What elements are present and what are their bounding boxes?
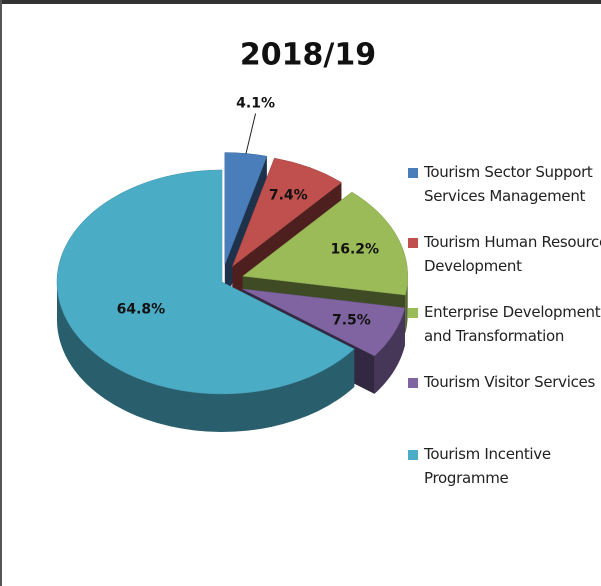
data-label: 16.2%: [330, 241, 379, 257]
pie-slice: [242, 288, 406, 357]
legend-item: Tourism Sector Support Services Manageme…: [408, 160, 601, 208]
legend-item: Tourism Incentive Programme: [408, 442, 601, 490]
pie-slice: [242, 191, 408, 296]
legend-item: Tourism Human Resource Development: [408, 230, 601, 278]
pie-wall: [374, 307, 405, 394]
left-border: [0, 0, 2, 586]
legend-item: Tourism Visitor Services: [408, 370, 601, 394]
leader-line: [245, 113, 257, 154]
pie-slice: [56, 169, 355, 395]
legend-item: Enterprise Development and Transformatio…: [408, 300, 601, 348]
legend-swatch: [408, 378, 418, 388]
pie-wall: [56, 282, 355, 432]
chart-title: 2018/19: [240, 38, 376, 73]
legend-label: Enterprise Development and Transformatio…: [424, 303, 601, 345]
pie-slice: [224, 152, 268, 265]
data-label: 4.1%: [236, 95, 275, 111]
legend-swatch: [408, 238, 418, 248]
legend-label: Tourism Human Resource Development: [424, 233, 601, 275]
top-border: [0, 0, 601, 4]
legend-swatch: [408, 168, 418, 178]
pie-slice: [231, 157, 342, 268]
legend-label: Tourism Sector Support Services Manageme…: [424, 163, 593, 205]
legend-swatch: [408, 308, 418, 318]
data-label: 64.8%: [117, 302, 166, 318]
data-label: 7.4%: [269, 187, 308, 203]
data-label: 7.5%: [332, 313, 371, 329]
legend-label: Tourism Incentive Programme: [424, 445, 551, 487]
pie: 4.1% 7.4% 16.2% 7.5% 64.8%: [56, 95, 408, 432]
legend-label: Tourism Visitor Services: [424, 373, 595, 391]
legend-swatch: [408, 450, 418, 460]
pie-wall: [405, 276, 408, 334]
